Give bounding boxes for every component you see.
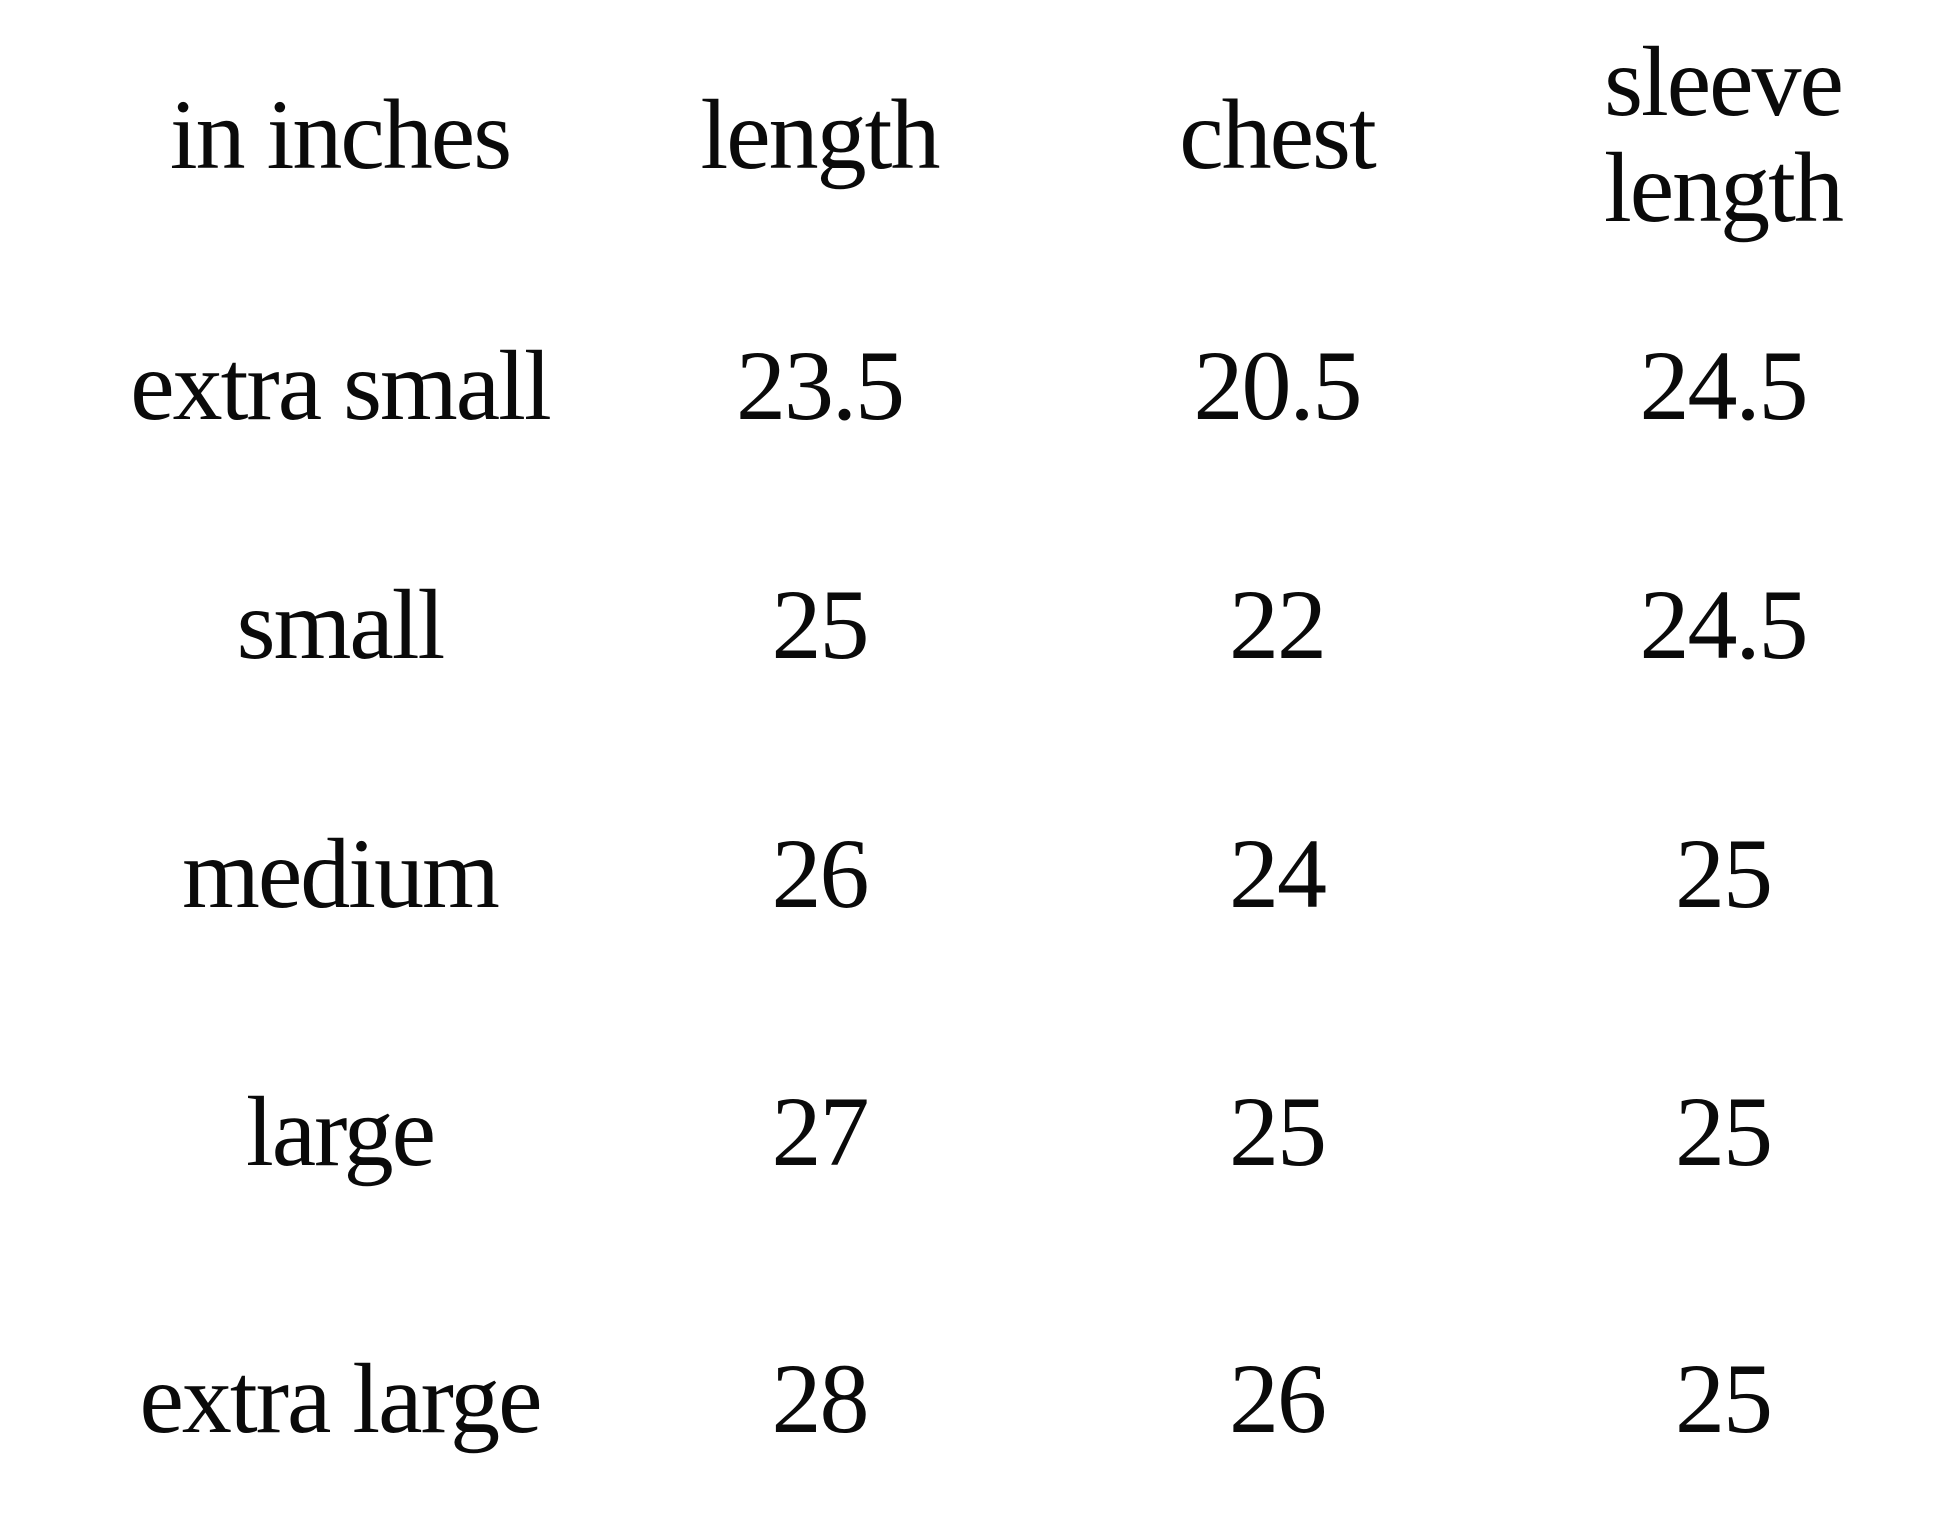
header-sleeve-length: sleeve length: [1500, 0, 1946, 269]
measurement-value-chest: 22: [1229, 568, 1327, 680]
measurement-value-sleeve: 25: [1675, 1076, 1773, 1187]
size-label: extra large: [139, 1343, 543, 1454]
measurement-value-length: 25: [771, 568, 870, 680]
size-label: large: [245, 1076, 436, 1187]
size-label: medium: [182, 818, 500, 929]
header-unit-label: in inches: [169, 78, 512, 190]
measurement-value-length: 26: [771, 818, 870, 929]
measurement-value-chest: 25: [1229, 1076, 1327, 1187]
measurement-value-sleeve: 25: [1675, 818, 1773, 929]
measurement-value-sleeve: 24.5: [1639, 568, 1809, 680]
header-sleeve-length-label: sleeve length: [1604, 25, 1844, 243]
header-chest-label: chest: [1179, 78, 1376, 190]
measurement-value-sleeve: 25: [1675, 1343, 1773, 1454]
header-unit: in inches: [95, 0, 585, 269]
measurement-value-length: 23.5: [736, 330, 905, 441]
measurement-value-length: 28: [771, 1343, 870, 1454]
measurement-value-chest: 20.5: [1193, 330, 1363, 441]
measurement-value-chest: 26: [1229, 1343, 1327, 1454]
size-chart-table: in inches length chest sleeve length ext…: [95, 0, 1946, 1536]
measurement-value-chest: 24: [1229, 818, 1327, 929]
size-label: extra small: [130, 330, 552, 441]
header-chest: chest: [1054, 0, 1500, 269]
header-length-label: length: [700, 78, 941, 190]
measurement-value-length: 27: [771, 1076, 870, 1187]
size-label: small: [236, 568, 446, 680]
measurement-value-sleeve: 24.5: [1639, 330, 1809, 441]
header-length: length: [585, 0, 1054, 269]
